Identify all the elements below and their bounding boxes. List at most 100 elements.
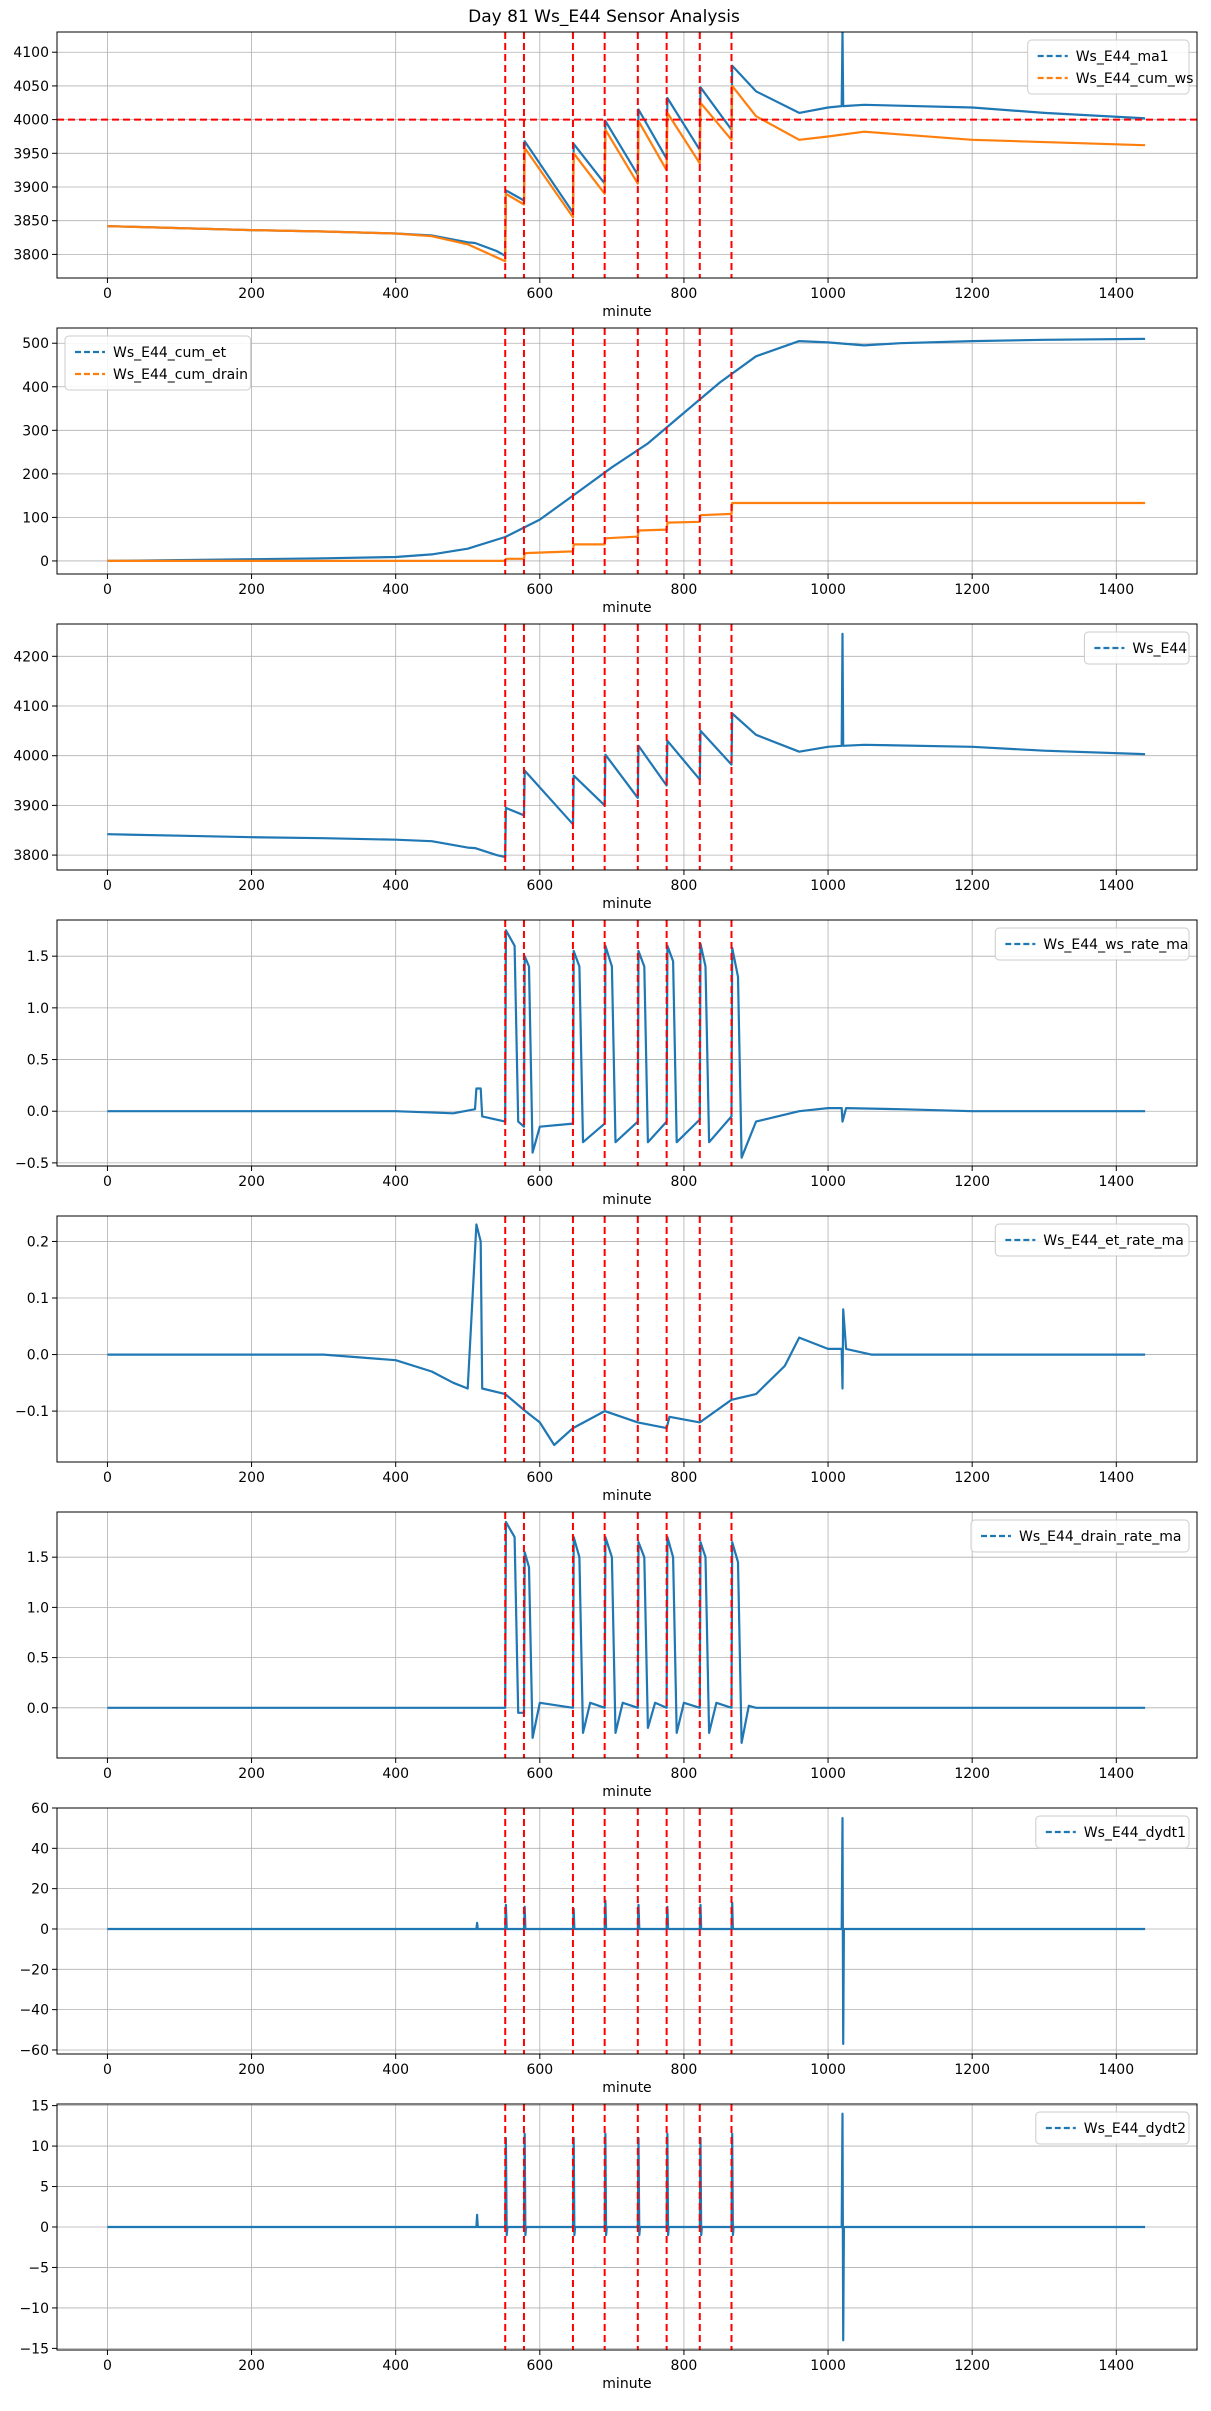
chart-panel-6: 0 200 400 600 800 1000 1200 1400 0.0 0.5 1.0 1.5 min… [27, 1511, 1198, 1800]
legend-label: Ws_E44_et_rate_ma [1043, 1233, 1184, 1249]
legend: Ws_E44_ma1 Ws_E44_cum_ws [1027, 39, 1194, 95]
legend-box [1035, 1815, 1190, 1849]
x-tick-label: 1000 [810, 878, 846, 894]
y-tick-label: −0.5 [15, 1156, 49, 1172]
y-tick-label: 3950 [13, 146, 49, 162]
x-tick-label: 400 [382, 1766, 409, 1782]
legend: Ws_E44_dydt1 [1035, 1815, 1190, 1849]
y-tick-label: 1.5 [27, 949, 49, 965]
legend: Ws_E44_et_rate_ma [994, 1223, 1190, 1257]
legend-label: Ws_E44_dydt1 [1084, 1825, 1186, 1841]
x-tick-label: 1400 [1098, 1174, 1134, 1190]
x-tick-label: 400 [382, 1470, 409, 1486]
x-tick-label: 1200 [954, 286, 990, 302]
x-tick-label: 0 [103, 1766, 112, 1782]
y-tick-label: 1.5 [27, 1550, 49, 1566]
legend-box [1035, 2111, 1190, 2145]
x-tick-label: 800 [671, 1766, 698, 1782]
x-tick-label: 800 [671, 1174, 698, 1190]
y-tick-label: 3900 [13, 180, 49, 196]
x-tick-label: 600 [526, 1470, 553, 1486]
x-tick-label: 1400 [1098, 2062, 1134, 2078]
x-tick-label: 1400 [1098, 582, 1134, 598]
x-tick-label: 200 [238, 286, 265, 302]
x-tick-label: 0 [103, 1470, 112, 1486]
x-tick-label: 1400 [1098, 1470, 1134, 1486]
series-line [107, 1223, 1146, 1447]
x-tick-label: 0 [103, 286, 112, 302]
x-tick-label: 600 [526, 878, 553, 894]
x-tick-label: 600 [526, 2358, 553, 2374]
y-tick-label: 10 [31, 2139, 49, 2155]
y-tick-label: −5 [28, 2260, 49, 2276]
legend-label: Ws_E44_ma1 [1076, 49, 1169, 65]
y-tick-label: 300 [22, 423, 49, 439]
y-tick-label: 0.5 [27, 1651, 49, 1667]
y-tick-label: 4100 [13, 699, 49, 715]
y-tick-label: −0.1 [15, 1404, 49, 1420]
chart-panel-5: 0 200 400 600 800 1000 1200 1400 −0.1 0.0 0.1 0.2 mi… [15, 1215, 1198, 1504]
axes-frame [56, 919, 1198, 1167]
legend-label: Ws_E44_cum_et [113, 345, 227, 361]
plot-area [57, 32, 1197, 278]
x-tick-label: 1200 [954, 1470, 990, 1486]
y-tick-label: 4000 [13, 113, 49, 129]
plot-area [107, 1216, 1146, 1462]
series-line [107, 632, 1146, 859]
x-tick-label: 0 [103, 878, 112, 894]
series-line [107, 32, 1146, 257]
axes-frame [56, 1807, 1198, 2055]
plot-area [107, 2104, 1146, 2350]
x-tick-label: 0 [103, 582, 112, 598]
y-tick-label: 3800 [13, 848, 49, 864]
y-tick-label: 4000 [13, 749, 49, 765]
y-tick-label: −10 [19, 2301, 49, 2317]
x-tick-label: 1000 [810, 1470, 846, 1486]
x-tick-label: 800 [671, 2358, 698, 2374]
legend-box [1083, 631, 1190, 665]
y-tick-label: 1.0 [27, 1600, 49, 1616]
y-tick-label: 0 [40, 2220, 49, 2236]
x-tick-label: 800 [671, 582, 698, 598]
y-tick-label: 400 [22, 380, 49, 396]
legend: Ws_E44 [1083, 631, 1190, 665]
y-tick-label: 3850 [13, 214, 49, 230]
series-line [107, 1520, 1146, 1744]
plot-area [107, 328, 1146, 574]
x-tick-label: 600 [526, 286, 553, 302]
legend: Ws_E44_dydt2 [1035, 2111, 1190, 2145]
x-tick-label: 800 [671, 2062, 698, 2078]
legend-label: Ws_E44_cum_drain [113, 367, 248, 383]
axes-frame [56, 327, 1198, 575]
x-tick-label: 400 [382, 878, 409, 894]
y-tick-label: −15 [19, 2341, 49, 2357]
y-tick-label: 1.0 [27, 1001, 49, 1017]
y-tick-label: 3900 [13, 798, 49, 814]
x-tick-label: 600 [526, 1766, 553, 1782]
x-tick-label: 1000 [810, 1766, 846, 1782]
plot-area [107, 624, 1146, 870]
legend-label: Ws_E44_dydt2 [1084, 2121, 1186, 2137]
y-tick-label: 5 [40, 2180, 49, 2196]
series-line [107, 84, 1146, 263]
x-tick-label: 1000 [810, 2358, 846, 2374]
chart-panel-1: 0 200 400 600 800 1000 1200 1400 3800 3850 3900 395… [13, 31, 1198, 320]
legend-label: Ws_E44_ws_rate_ma [1043, 937, 1188, 953]
y-tick-label: 500 [22, 336, 49, 352]
x-tick-label: 400 [382, 1174, 409, 1190]
x-tick-label: 1400 [1098, 878, 1134, 894]
x-axis-label: minute [602, 1784, 651, 1800]
x-axis-label: minute [602, 2376, 651, 2392]
legend-box [994, 1223, 1190, 1257]
y-tick-label: 40 [31, 1841, 49, 1857]
figure-title: Day 81 Ws_E44 Sensor Analysis [468, 7, 740, 27]
legend-label: Ws_E44_cum_ws [1076, 71, 1194, 87]
x-tick-label: 400 [382, 582, 409, 598]
x-tick-label: 1000 [810, 2062, 846, 2078]
x-tick-label: 400 [382, 286, 409, 302]
y-tick-label: 60 [31, 1801, 49, 1817]
series-line [107, 929, 1146, 1159]
x-tick-label: 1000 [810, 1174, 846, 1190]
y-tick-label: 3800 [13, 247, 49, 263]
